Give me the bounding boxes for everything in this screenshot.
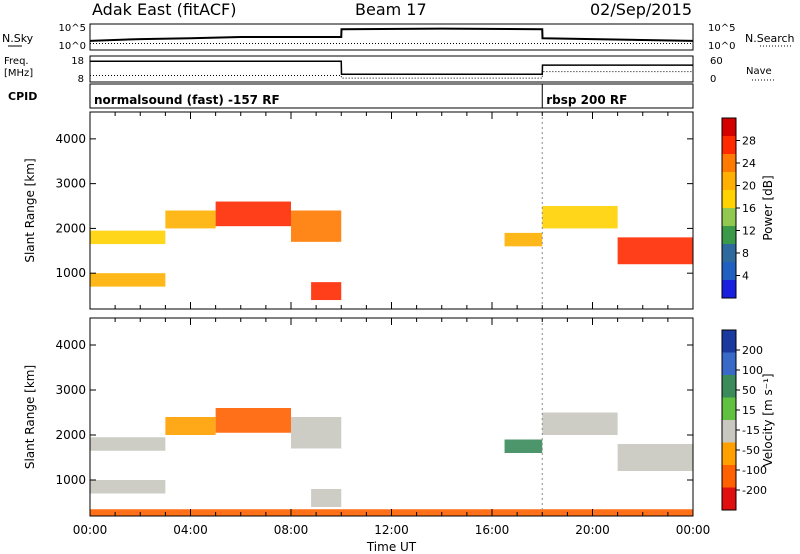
velocity-colorbar-swatch [722, 397, 736, 421]
power-colorbar-swatch [722, 118, 736, 137]
power-band [165, 210, 216, 229]
power-ytick-label: 3000 [55, 177, 86, 191]
velocity-ylabel: Slant Range [km] [23, 365, 37, 469]
velocity-band [311, 489, 342, 507]
velocity-colorbar-frame [721, 329, 737, 511]
beam-title: Beam 17 [355, 0, 427, 19]
velocity-colorbar-swatch [722, 420, 736, 443]
power-colorbar-tick-label: 16 [742, 202, 756, 215]
nsearch-label: N.Search [745, 32, 795, 45]
time-tick-label: 20:00 [575, 523, 610, 537]
freq-tick-high: 18 [71, 56, 84, 67]
velocity-colorbar-swatch [722, 487, 736, 511]
nave-tick-low: 0 [710, 74, 716, 85]
power-band [90, 230, 166, 245]
nsearch-tick-low: 10^0 [708, 41, 735, 52]
nsky-tick-low: 10^0 [59, 41, 86, 52]
power-band [90, 273, 166, 287]
time-tick-label: 12:00 [374, 523, 409, 537]
velocity-colorbar-tick-label: 15 [742, 404, 756, 417]
velocity-band [542, 412, 618, 435]
time-tick-label: 16:00 [475, 523, 510, 537]
freq-series-line [90, 60, 693, 75]
velocity-colorbar-tick-label: 50 [742, 384, 756, 397]
velocity-colorbar-tick-label: -200 [742, 484, 767, 497]
nsearch-tick-high: 10^5 [708, 23, 735, 34]
freq-tick-low: 8 [78, 74, 84, 85]
velocity-ytick-label: 4000 [55, 338, 86, 352]
power-colorbar-swatch [722, 172, 736, 191]
power-colorbar-tick-label: 20 [742, 180, 756, 193]
power-colorbar-swatch [722, 136, 736, 155]
power-ytick-label: 4000 [55, 132, 86, 146]
power-band [504, 232, 543, 247]
cpid-label: CPID [8, 90, 37, 103]
power-band [542, 206, 618, 229]
velocity-band [165, 417, 216, 435]
velocity-colorbar-tick-label: -50 [742, 444, 760, 457]
power-colorbar-swatch [722, 208, 736, 227]
power-colorbar-swatch [722, 262, 736, 281]
noise-panel-frame [89, 23, 694, 51]
velocity-colorbar-tick-label: 100 [742, 364, 763, 377]
power-ytick-label: 1000 [55, 266, 86, 280]
velocity-band [215, 408, 291, 433]
power-band [291, 210, 342, 242]
nsky-label: N.Sky [2, 32, 34, 45]
velocity-colorbar-swatch [722, 352, 736, 376]
velocity-band [291, 417, 342, 449]
power-colorbar-swatch [722, 226, 736, 245]
velocity-band [617, 444, 693, 471]
velocity-colorbar-tick-label: -100 [742, 464, 767, 477]
velocity-ytick-label: 1000 [55, 473, 86, 487]
nave-tick-high: 60 [710, 56, 723, 67]
nave-label: Nave [746, 66, 772, 77]
power-band [215, 201, 291, 227]
velocity-band [90, 480, 166, 494]
velocity-colorbar-swatch [722, 442, 736, 466]
velocity-ytick-label: 3000 [55, 383, 86, 397]
date-title: 02/Sep/2015 [590, 0, 693, 19]
power-colorbar-title: Power [dB] [761, 175, 775, 240]
velocity-colorbar-tick-label: 200 [742, 344, 763, 357]
nsky-series-line [89, 27, 694, 42]
velocity-band [90, 437, 166, 451]
freq-unit-label: [MHz] [4, 68, 33, 79]
power-colorbar-tick-label: 8 [742, 247, 749, 260]
cpid-program-1: rbsp 200 RF [546, 93, 627, 107]
velocity-colorbar-swatch [722, 330, 736, 353]
power-colorbar-tick-label: 12 [742, 225, 756, 238]
power-ytick-label: 2000 [55, 221, 86, 235]
cpid-panel-frame [89, 83, 694, 109]
power-colorbar-tick-label: 4 [742, 270, 749, 283]
time-tick-label: 04:00 [173, 523, 208, 537]
nsky-tick-high: 10^5 [59, 23, 86, 34]
time-tick-label: 08:00 [274, 523, 309, 537]
time-axis-label: Time UT [366, 540, 417, 554]
power-band [311, 282, 342, 301]
power-colorbar-swatch [722, 190, 736, 209]
power-colorbar-tick-label: 24 [742, 157, 756, 170]
velocity-colorbar-swatch [722, 465, 736, 488]
velocity-colorbar-tick-label: -15 [742, 424, 760, 437]
freq-label: Freq. [4, 56, 29, 67]
time-tick-label: 00:00 [676, 523, 711, 537]
station-title: Adak East (fitACF) [92, 0, 237, 19]
cpid-program-0: normalsound (fast) -157 RF [94, 93, 280, 107]
nave-series-line [90, 71, 693, 79]
velocity-band [504, 439, 543, 453]
power-ylabel: Slant Range [km] [23, 158, 37, 262]
velocity-ytick-label: 2000 [55, 428, 86, 442]
power-colorbar-swatch [722, 154, 736, 173]
velocity-colorbar-title: Velocity [m s⁻¹] [761, 373, 775, 466]
power-colorbar-swatch [722, 244, 736, 263]
power-band [617, 237, 693, 265]
power-colorbar-swatch [722, 280, 736, 299]
time-tick-label: 00:00 [73, 523, 108, 537]
power-colorbar-tick-label: 28 [742, 135, 756, 148]
freq-panel-frame [89, 55, 694, 83]
velocity-colorbar-swatch [722, 375, 736, 398]
